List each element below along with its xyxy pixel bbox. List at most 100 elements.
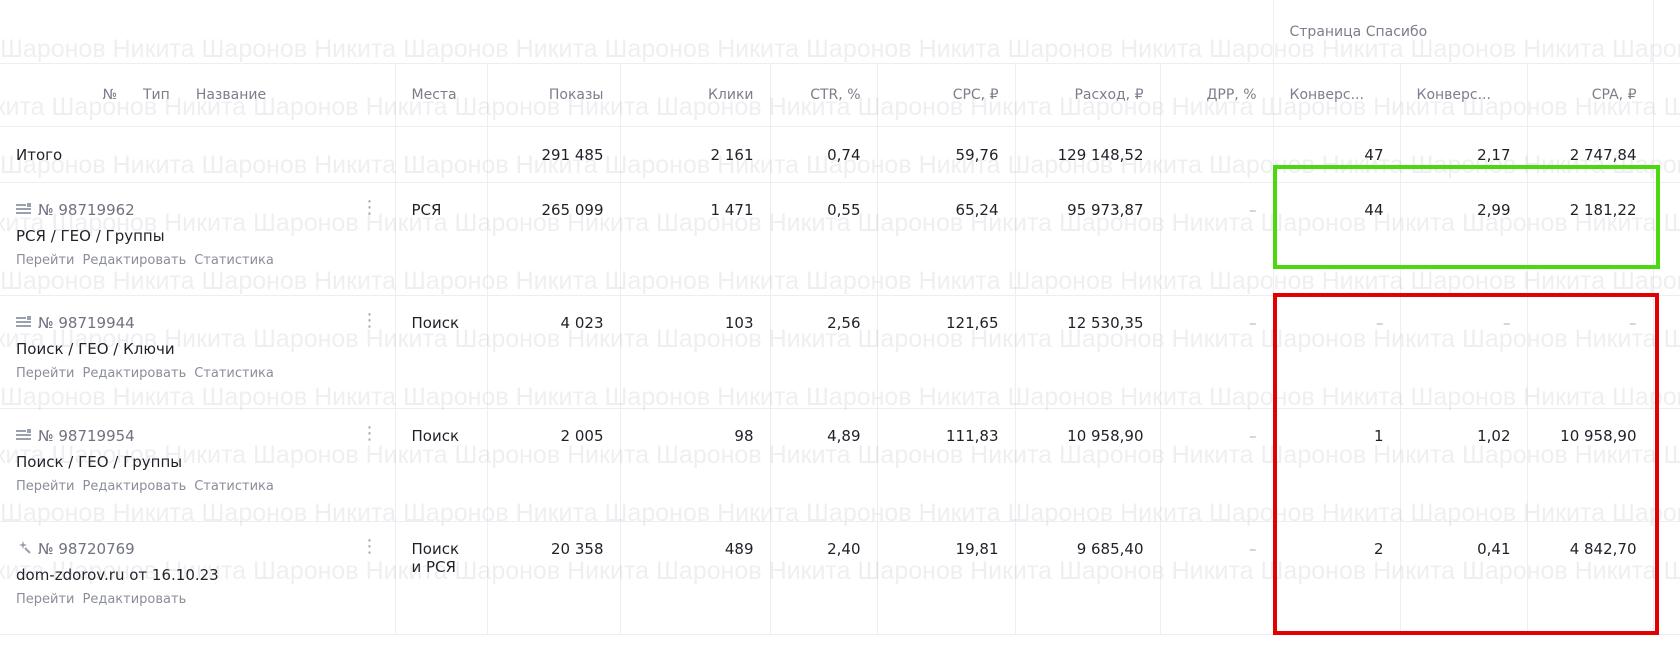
link-stats[interactable]: Статистика [194, 253, 274, 268]
col-header-number[interactable]: № [102, 87, 117, 103]
link-edit[interactable]: Редактировать [82, 479, 187, 494]
campaign-links: Перейти Редактировать Статистика [16, 253, 379, 268]
cpa: 10 958,90 [1526, 408, 1653, 522]
drr: – [1159, 182, 1273, 296]
link-stats[interactable]: Статистика [194, 366, 274, 381]
link-stats[interactable]: Статистика [194, 479, 274, 494]
col-header-spend[interactable]: Расход, ₽ [1014, 63, 1160, 127]
link-go[interactable]: Перейти [16, 366, 75, 381]
col-header-ctr[interactable]: CTR, % [769, 63, 877, 127]
campaign-id[interactable]: № 98719954 [38, 427, 135, 445]
link-edit[interactable]: Редактировать [82, 366, 187, 381]
campaign-id[interactable]: № 98719944 [38, 314, 135, 332]
campaign-links: Перейти Редактировать Статистика [16, 479, 379, 494]
magic-wand-icon [16, 540, 32, 558]
conv1: 44 [1272, 182, 1400, 296]
places: РСЯ [394, 182, 487, 296]
clicks: 98 [619, 408, 770, 522]
total-cpc: 59,76 [876, 126, 1015, 183]
campaign-id[interactable]: № 98720769 [38, 540, 135, 558]
link-edit[interactable]: Редактировать [82, 253, 187, 268]
campaign-row: ⋮ № 98719944 Поиск / ГЕО / Ключи Перейти… [0, 295, 1680, 409]
places: Поиск [394, 295, 487, 409]
col-header-type[interactable]: Тип [143, 87, 170, 103]
total-conv2: 2,17 [1399, 126, 1527, 183]
col-header-impressions[interactable]: Показы [486, 63, 620, 127]
campaign-name[interactable]: Поиск / ГЕО / Группы [16, 453, 183, 471]
col-header-drr[interactable]: ДРР, % [1159, 63, 1273, 127]
col-header-name[interactable]: Название [195, 87, 267, 103]
drr: – [1159, 295, 1273, 409]
col-header-cpa[interactable]: CPA, ₽ [1526, 63, 1653, 127]
total-row: Итого 291 485 2 161 0,74 59,76 129 148,5… [0, 126, 1680, 183]
header-main: № Тип Название [0, 63, 395, 127]
col-header-cpc[interactable]: CPC, ₽ [876, 63, 1015, 127]
highlight-red-box [1273, 293, 1659, 635]
link-go[interactable]: Перейти [16, 592, 75, 607]
clicks: 103 [619, 295, 770, 409]
total-ctr: 0,74 [769, 126, 877, 183]
more-vertical-icon[interactable]: ⋮ [360, 310, 379, 331]
link-go[interactable]: Перейти [16, 479, 75, 494]
text-ad-icon [16, 314, 32, 332]
conv2: 1,02 [1399, 408, 1527, 522]
spend: 12 530,35 [1014, 295, 1160, 409]
group-header-thank-you-page: Страница Спасибо [1272, 0, 1653, 64]
cpc: 111,83 [876, 408, 1015, 522]
drr: – [1159, 408, 1273, 522]
total-conv1: 47 [1272, 126, 1400, 183]
drr: – [1159, 521, 1273, 635]
col-header-places[interactable]: Места [394, 63, 487, 127]
campaign-cell: ⋮ № 98720769 dom-zdorov.ru от 16.10.23 П… [0, 521, 395, 635]
text-ad-icon [16, 427, 32, 445]
campaign-name[interactable]: Поиск / ГЕО / Ключи [16, 340, 175, 358]
total-clicks: 2 161 [619, 126, 770, 183]
clicks: 489 [619, 521, 770, 635]
campaign-row: ⋮ № 98720769 dom-zdorov.ru от 16.10.23 П… [0, 521, 1680, 635]
campaign-links: Перейти Редактировать Статистика [16, 366, 379, 381]
impressions: 265 099 [486, 182, 620, 296]
link-edit[interactable]: Редактировать [82, 592, 187, 607]
conv2: 0,41 [1399, 521, 1527, 635]
campaign-row: ⋮ № 98719954 Поиск / ГЕО / Группы Перейт… [0, 408, 1680, 522]
conv2: 2,99 [1399, 182, 1527, 296]
cpc: 121,65 [876, 295, 1015, 409]
campaign-links: Перейти Редактировать [16, 592, 379, 607]
campaign-row: ⋮ № 98719962 РСЯ / ГЕО / Группы Перейти Р… [0, 182, 1680, 296]
campaign-id[interactable]: № 98719962 [38, 201, 135, 219]
more-vertical-icon[interactable]: ⋮ [360, 536, 379, 557]
campaign-name[interactable]: dom-zdorov.ru от 16.10.23 [16, 566, 219, 584]
spend: 9 685,40 [1014, 521, 1160, 635]
ctr: 4,89 [769, 408, 877, 522]
campaign-cell: ⋮ № 98719954 Поиск / ГЕО / Группы Перейт… [0, 408, 395, 522]
ctr: 0,55 [769, 182, 877, 296]
cpa: 4 842,70 [1526, 521, 1653, 635]
col-header-clicks[interactable]: Клики [619, 63, 770, 127]
total-cpa: 2 747,84 [1526, 126, 1653, 183]
spend: 10 958,90 [1014, 408, 1160, 522]
total-impressions: 291 485 [486, 126, 620, 183]
link-go[interactable]: Перейти [16, 253, 75, 268]
text-ad-icon [16, 201, 32, 219]
cpa: 2 181,22 [1526, 182, 1653, 296]
campaign-cell: ⋮ № 98719962 РСЯ / ГЕО / Группы Перейти Р… [0, 182, 395, 296]
impressions: 4 023 [486, 295, 620, 409]
col-header-conversions-1[interactable]: Конверс... [1272, 63, 1400, 127]
places: Поиск и РСЯ [394, 521, 487, 635]
highlight-green-box [1273, 165, 1660, 269]
total-label: Итого [0, 126, 395, 183]
col-header-conversions-2[interactable]: Конверс... [1399, 63, 1527, 127]
campaign-cell: ⋮ № 98719944 Поиск / ГЕО / Ключи Перейти… [0, 295, 395, 409]
total-drr [1159, 126, 1273, 183]
places: Поиск [394, 408, 487, 522]
cpa: – [1526, 295, 1653, 409]
clicks: 1 471 [619, 182, 770, 296]
impressions: 2 005 [486, 408, 620, 522]
total-spend: 129 148,52 [1014, 126, 1160, 183]
more-vertical-icon[interactable]: ⋮ [360, 423, 379, 444]
cpc: 19,81 [876, 521, 1015, 635]
campaign-name[interactable]: РСЯ / ГЕО / Группы [16, 227, 165, 245]
more-vertical-icon[interactable]: ⋮ [360, 197, 379, 218]
spend: 95 973,87 [1014, 182, 1160, 296]
